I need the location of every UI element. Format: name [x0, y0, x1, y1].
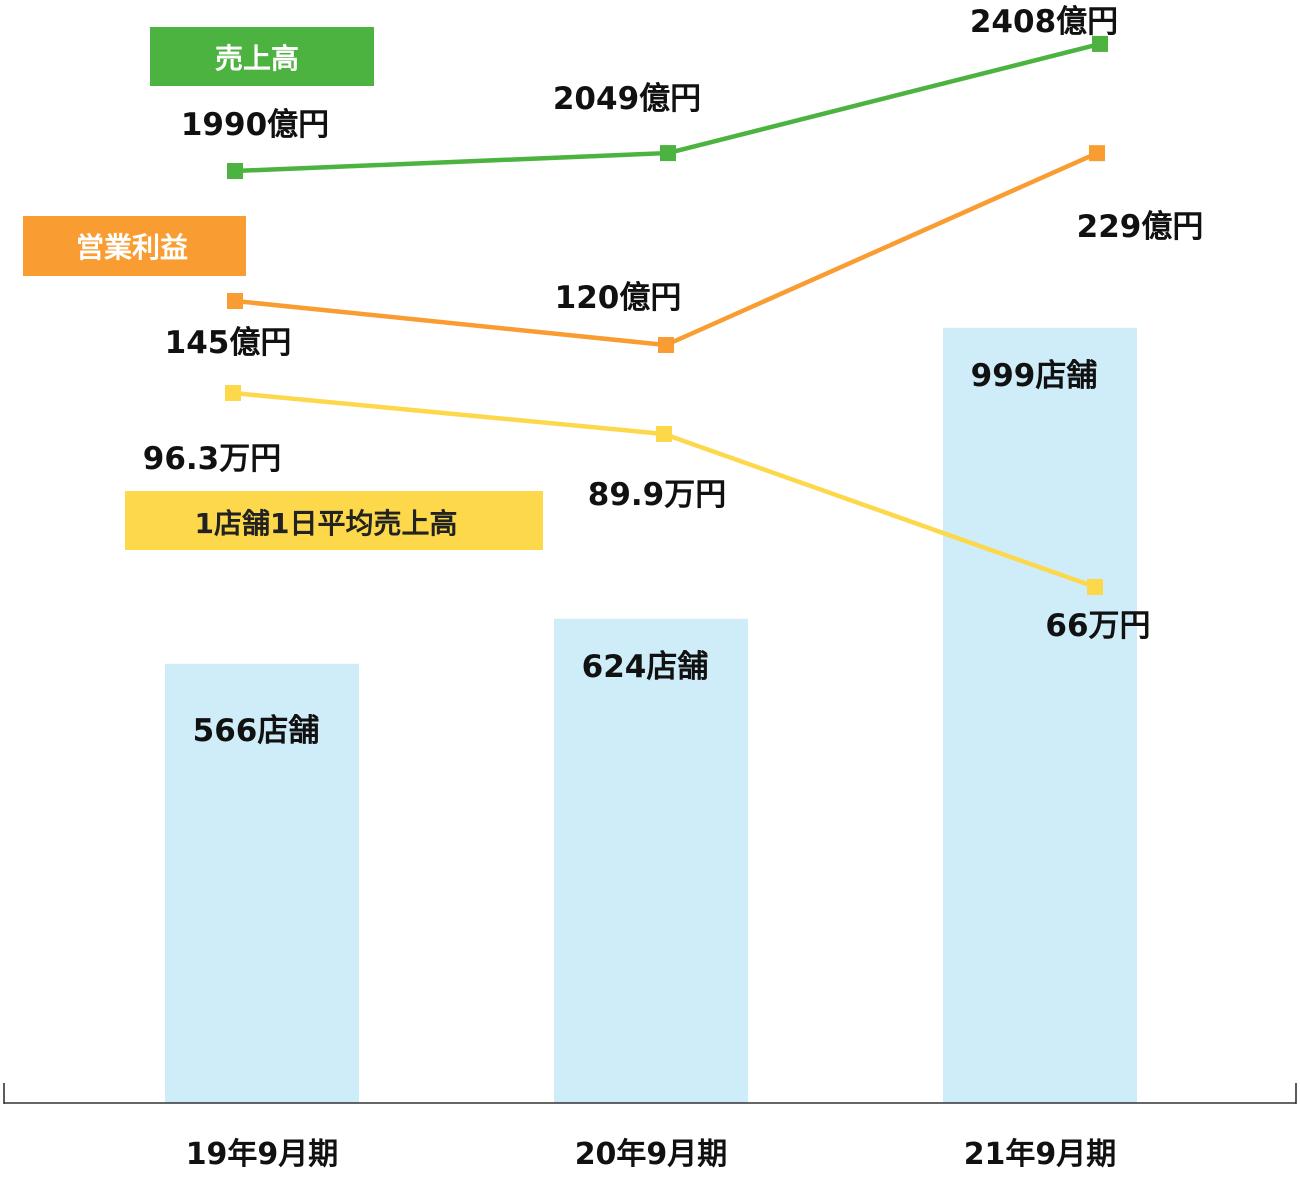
bar-2 — [554, 618, 748, 1103]
legend-box-2 — [23, 216, 246, 276]
line-1-point-2 — [660, 145, 676, 162]
x-tick-label-3: 21年9月期 — [964, 1137, 1117, 1172]
x-tick-label-2: 20年9月期 — [575, 1137, 728, 1172]
bar-label-3: 999店舗 — [971, 358, 1098, 394]
legend-box-1 — [150, 27, 374, 86]
line-2-label-2: 120億円 — [555, 280, 682, 316]
line-1-label-2: 2049億円 — [553, 81, 701, 117]
line-3-point-1 — [225, 385, 241, 401]
line-2-point-1 — [227, 293, 243, 309]
line-2-point-3 — [1089, 145, 1105, 162]
line-3-label-1: 96.3万円 — [143, 441, 282, 477]
line-1-point-3 — [1092, 35, 1108, 52]
bar-3 — [943, 327, 1137, 1103]
line-3-point-2 — [656, 425, 672, 442]
bar-1 — [165, 663, 359, 1103]
bar-label-1: 566店舗 — [193, 713, 320, 749]
line-2-label-1: 145億円 — [165, 325, 292, 361]
legend-box-3 — [125, 491, 543, 550]
line-1-label-3: 2408億円 — [970, 4, 1118, 40]
line-2-point-2 — [658, 337, 674, 353]
line-3-label-3: 66万円 — [1045, 608, 1150, 644]
line-series-2 — [234, 151, 1098, 348]
line-3-point-3 — [1087, 578, 1103, 595]
line-1-label-1: 1990億円 — [181, 107, 329, 143]
line-2-label-3: 229億円 — [1077, 209, 1204, 245]
line-3-label-2: 89.9万円 — [588, 477, 727, 513]
line-1-point-1 — [227, 163, 243, 179]
x-tick-label-1: 19年9月期 — [186, 1137, 339, 1172]
legend-label-1: 売上高 — [215, 42, 299, 75]
legend-label-2: 営業利益 — [76, 231, 188, 264]
bar-label-2: 624店舗 — [582, 649, 709, 685]
legend-label-3: 1店舗1日平均売上高 — [195, 507, 458, 540]
